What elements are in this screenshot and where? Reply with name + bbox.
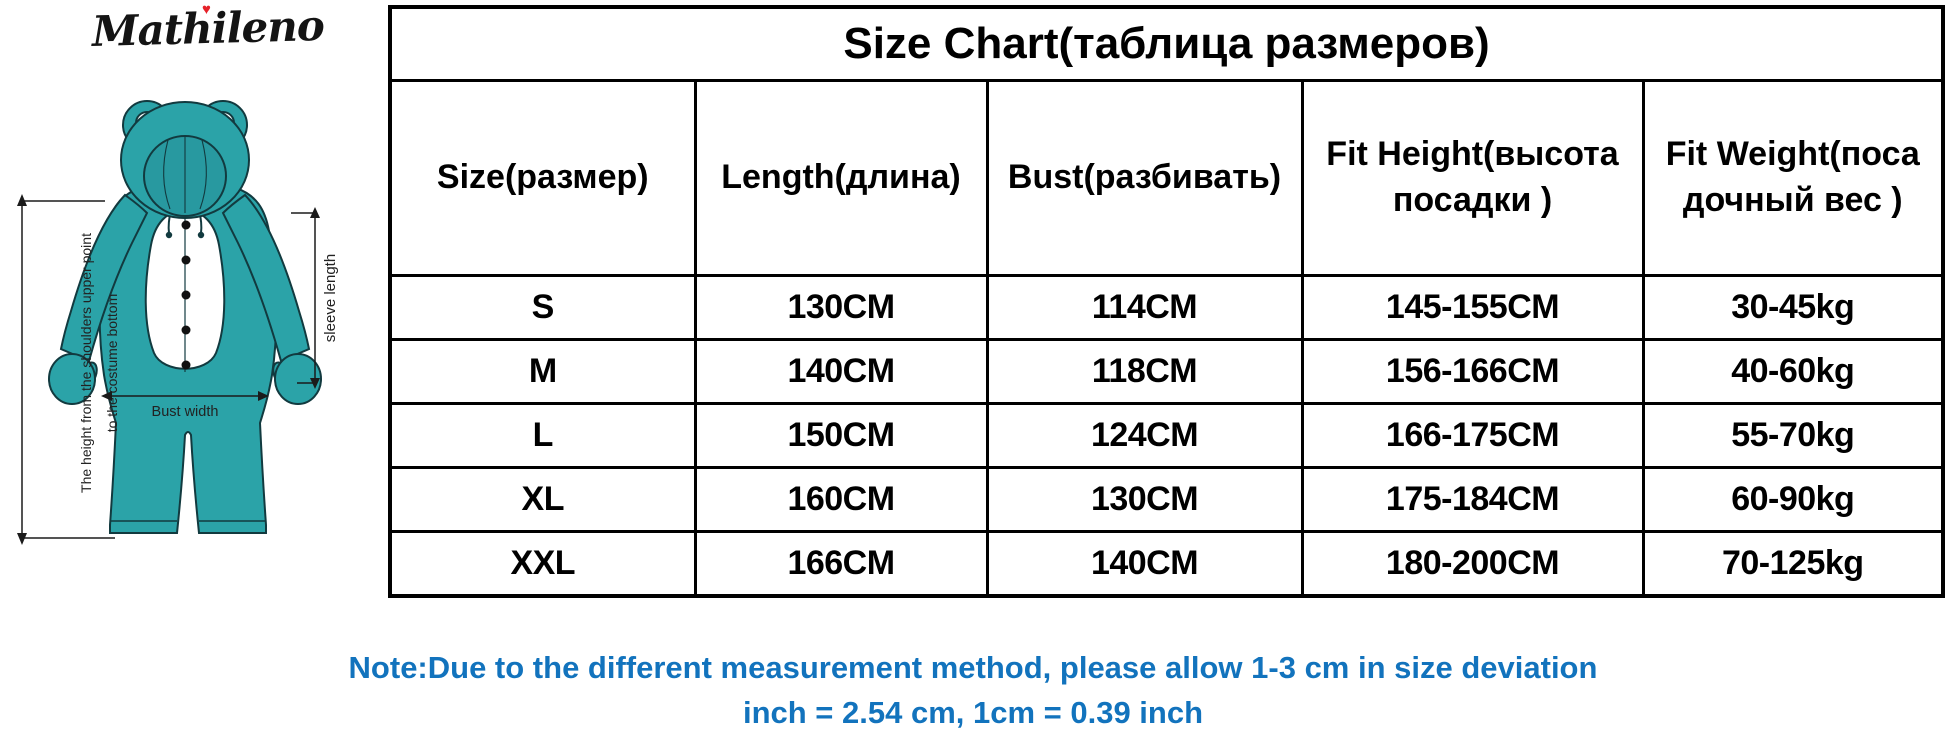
header-text: Length(длина) <box>721 158 961 197</box>
header-text: Bust(разбивать) <box>1007 158 1282 197</box>
header-text: Size(размер) <box>436 158 649 197</box>
cell-fit-height: 175-184CM <box>1300 466 1645 533</box>
height-measurement-arrow <box>21 200 115 539</box>
column-header-fit-height: Fit Height(высота посадки ) <box>1300 79 1645 277</box>
table-title-row: Size Chart(таблица размеров) <box>388 5 1945 82</box>
onesie-face-seams <box>163 137 207 213</box>
note-line-2: inch = 2.54 cm, 1cm = 0.39 inch <box>742 695 1204 730</box>
table-row-xl: XL 160CM 130CM 175-184CM 60-90kg <box>388 466 1945 533</box>
height-label-line1: The height from the shoulders upper poin… <box>78 233 94 493</box>
column-header-size: Size(размер) <box>388 79 697 277</box>
column-header-fit-weight: Fit Weight(поса дочный вес ) <box>1641 79 1945 277</box>
cell-length: 140CM <box>693 338 989 405</box>
cell-size: S <box>388 274 697 341</box>
cell-fit-height: 180-200CM <box>1300 530 1645 598</box>
cell-size: M <box>388 338 697 405</box>
cell-length: 150CM <box>693 402 989 469</box>
cell-size: XL <box>388 466 697 533</box>
cell-length: 160CM <box>693 466 989 533</box>
header-text: Fit Weight(поса <box>1665 135 1920 174</box>
cell-bust: 130CM <box>985 466 1304 533</box>
height-arrowheads <box>17 194 27 545</box>
onesie-arms <box>48 193 322 405</box>
cell-fit-height: 156-166CM <box>1300 338 1645 405</box>
cell-bust: 114CM <box>985 274 1304 341</box>
cell-size: XXL <box>388 530 697 598</box>
cell-fit-weight: 70-125kg <box>1641 530 1945 598</box>
cell-fit-weight: 55-70kg <box>1641 402 1945 469</box>
cell-length: 166CM <box>693 530 989 598</box>
table-header-row: Size(размер) Length(длина) Bust(разбиват… <box>388 79 1945 277</box>
onesie-measurement-diagram: The height from the shoulders upper poin… <box>17 100 339 545</box>
cell-fit-weight: 30-45kg <box>1641 274 1945 341</box>
sleeve-measurement-arrow <box>291 212 316 384</box>
cell-fit-weight: 60-90kg <box>1641 466 1945 533</box>
table-row-xxl: XXL 166CM 140CM 180-200CM 70-125kg <box>388 530 1945 598</box>
cell-fit-height: 145-155CM <box>1300 274 1645 341</box>
heart-icon: ♥ <box>202 1 211 18</box>
table-row-m: M 140CM 118CM 156-166CM 40-60kg <box>388 338 1945 405</box>
size-chart-table: Size Chart(таблица размеров) Size(размер… <box>388 5 1946 598</box>
header-text: посадки ) <box>1392 181 1553 219</box>
bust-arrowheads <box>101 391 269 401</box>
cell-length: 130CM <box>693 274 989 341</box>
sleeve-label: sleeve length <box>322 254 339 342</box>
cell-bust: 118CM <box>985 338 1304 405</box>
brand-logo: Mathileno ♥ <box>91 1 324 66</box>
sleeve-arrowheads <box>310 207 320 389</box>
cell-fit-height: 166-175CM <box>1300 402 1645 469</box>
cell-fit-weight: 40-60kg <box>1641 338 1945 405</box>
measurement-note: Note:Due to the different measurement me… <box>0 650 1946 731</box>
cell-size: L <box>388 402 697 469</box>
note-line-1: Note:Due to the different measurement me… <box>348 650 1598 685</box>
table-row-s: S 130CM 114CM 145-155CM 30-45kg <box>388 274 1945 341</box>
column-header-length: Length(длина) <box>693 79 989 277</box>
table-row-l: L 150CM 124CM 166-175CM 55-70kg <box>388 402 1945 469</box>
onesie-buttons <box>181 220 191 370</box>
table-title: Size Chart(таблица размеров) <box>388 5 1945 82</box>
header-text: дочный вес ) <box>1682 181 1903 219</box>
height-label-line2: to the costume bottom <box>104 294 120 433</box>
column-header-bust: Bust(разбивать) <box>985 79 1304 277</box>
cell-bust: 124CM <box>985 402 1304 469</box>
header-text: Fit Height(высота <box>1326 135 1619 174</box>
bust-label: Bust width <box>152 404 219 420</box>
cell-bust: 140CM <box>985 530 1304 598</box>
